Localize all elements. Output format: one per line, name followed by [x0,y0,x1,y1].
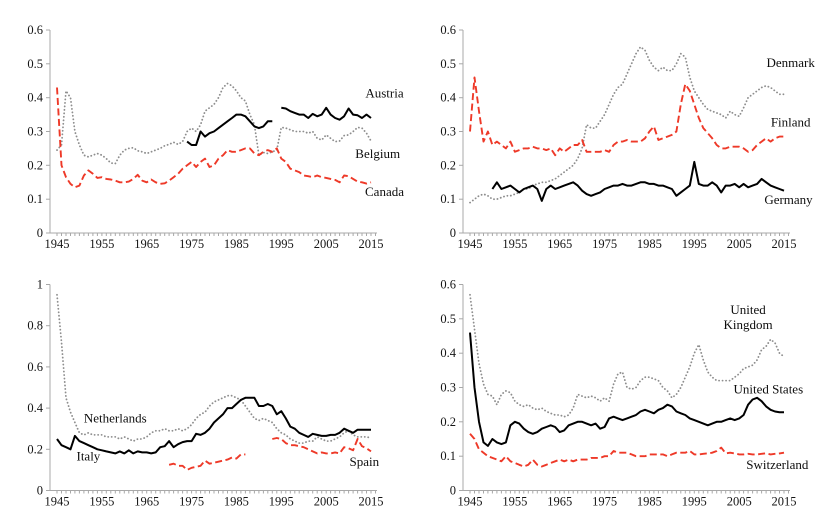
x-tick-label: 1985 [637,237,662,251]
x-tick-label: 1975 [179,237,204,251]
series-line-united-states [469,332,784,447]
y-tick-label: 0.5 [440,57,456,71]
y-tick-label: 0.3 [440,381,456,395]
y-tick-label: 0.5 [440,312,456,326]
series-label-netherlands: Netherlands [84,411,147,426]
series-line-italy [56,396,371,455]
series-line-netherlands [56,293,372,444]
series-label-germany: Germany [764,192,813,207]
series-label-belgium: Belgium [355,146,400,161]
series-line-united-kingdom [469,293,785,418]
x-tick-label: 1975 [179,495,204,509]
x-tick-label: 1995 [269,495,294,509]
x-tick-label: 2005 [727,495,752,509]
x-tick-label: 1955 [89,495,114,509]
series-line-finland [469,76,784,157]
y-tick-label: 0.2 [27,158,43,172]
x-tick-label: 1965 [547,495,572,509]
y-tick-label: 0.4 [27,401,43,415]
x-tick-label: 1995 [682,495,707,509]
y-tick-label: 0.3 [440,125,456,139]
x-tick-label: 2005 [314,237,339,251]
x-tick-label: 1945 [458,237,483,251]
y-tick-label: 0.6 [440,278,456,292]
series-line-spain [168,437,372,471]
series-line-canada [56,87,372,189]
y-tick-label: 0.1 [27,192,43,206]
x-tick-label: 2005 [727,237,752,251]
x-tick-label: 1975 [592,495,617,509]
y-tick-label: 0.4 [27,91,43,105]
series-label-austria: Austria [365,86,404,101]
y-tick-label: 0.2 [27,442,43,456]
x-tick-label: 1975 [592,237,617,251]
x-tick-label: 1945 [45,237,70,251]
y-tick-label: 0.1 [440,192,456,206]
series-line-germany [491,160,785,202]
chart-panel-top-right: 0 0.1 0.2 0.3 0.4 0.5 0.6 1945 1955 1965 1975 1985 1… [440,23,816,251]
x-tick-label: 2015 [359,495,384,509]
chart-panel-bottom-right: 0 0.1 0.2 0.3 0.4 0.5 0.6 1945 1955 1965 1975 1985 1… [440,278,809,509]
x-tick-label: 1995 [682,237,707,251]
y-tick-label: 0.2 [440,415,456,429]
series-label-united-kingdom: Kingdom [724,317,773,332]
x-tick-label: 1965 [134,237,159,251]
series-label-canada: Canada [365,184,404,199]
series-label-italy: Italy [76,449,100,464]
x-tick-label: 1945 [45,495,70,509]
y-tick-label: 0.4 [440,346,456,360]
series-label-united-states: United States [733,381,803,396]
x-tick-label: 1955 [502,495,527,509]
x-tick-label: 1995 [269,237,294,251]
y-tick-label: 0 [450,484,456,498]
x-tick-label: 1965 [134,495,159,509]
x-tick-label: 1985 [224,495,249,509]
y-tick-label: 0.2 [440,158,456,172]
series-label-switzerland: Switzerland [746,457,809,472]
chart-panel-top-left: 0 0.1 0.2 0.3 0.4 0.5 0.6 1945 1955 1965 1975 1985 1… [27,23,404,251]
series-label-united-kingdom: United [730,302,766,317]
series-line-denmark [469,46,785,204]
series-line-austria [186,106,372,146]
y-tick-label: 0 [37,484,43,498]
x-tick-label: 1945 [458,495,483,509]
y-tick-label: 0.5 [27,57,43,71]
y-tick-label: 1 [37,278,43,292]
series-line-belgium [56,82,372,165]
series-label-finland: Finland [771,114,811,129]
y-tick-label: 0 [450,226,456,240]
series-line-switzerland [469,433,785,468]
x-tick-label: 1965 [547,237,572,251]
x-tick-label: 2015 [772,495,797,509]
y-tick-label: 0.3 [27,125,43,139]
series-label-denmark: Denmark [767,55,816,70]
y-tick-label: 0.4 [440,91,456,105]
y-tick-label: 0.6 [440,23,456,37]
x-tick-label: 2015 [359,237,384,251]
x-tick-label: 1955 [502,237,527,251]
y-tick-label: 0.1 [440,449,456,463]
x-tick-label: 1985 [224,237,249,251]
chart-panel-bottom-left: 0 0.2 0.4 0.6 0.8 1 1945 1955 1965 1975 1985 1995 20… [27,278,384,509]
y-tick-label: 0.8 [27,319,43,333]
x-tick-label: 2005 [314,495,339,509]
y-tick-label: 0.6 [27,23,43,37]
y-tick-label: 0 [37,226,43,240]
x-tick-label: 2015 [772,237,797,251]
x-tick-label: 1955 [89,237,114,251]
x-tick-label: 1985 [637,495,662,509]
series-label-spain: Spain [349,454,379,469]
y-tick-label: 0.6 [27,360,43,374]
